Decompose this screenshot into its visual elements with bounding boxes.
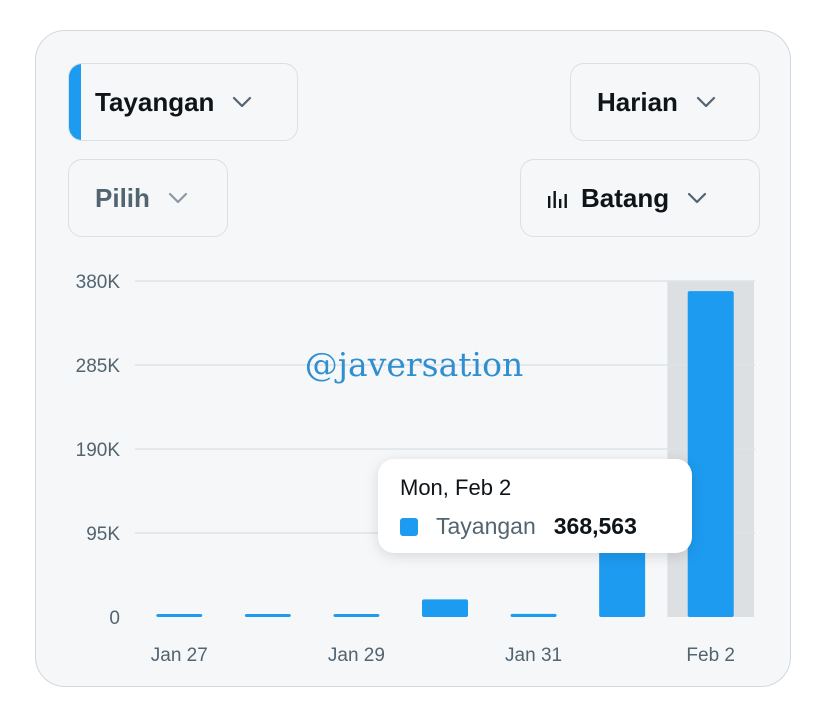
bar[interactable] xyxy=(244,614,291,617)
bar[interactable] xyxy=(510,613,557,617)
bar[interactable] xyxy=(156,614,203,617)
chart-tooltip: Mon, Feb 2 Tayangan 368,563 xyxy=(378,459,692,553)
x-tick-label: Feb 2 xyxy=(686,645,735,666)
legend-swatch xyxy=(400,517,418,536)
tooltip-value: 368,563 xyxy=(553,513,637,539)
bar[interactable] xyxy=(422,599,468,617)
x-tick-label: Jan 29 xyxy=(328,645,385,666)
chevron-down-icon xyxy=(168,192,188,204)
x-tick-label: Jan 27 xyxy=(151,645,208,666)
tooltip-date: Mon, Feb 2 xyxy=(400,475,512,500)
metric-dropdown-label: Tayangan xyxy=(95,86,215,117)
tooltip-row: Tayangan 368,563 xyxy=(400,513,692,540)
chart-type-dropdown[interactable]: Batang xyxy=(520,159,760,237)
metric-dropdown[interactable]: Tayangan xyxy=(68,63,298,141)
y-tick-label: 190K xyxy=(76,440,121,461)
chart-type-dropdown-label: Batang xyxy=(581,182,670,213)
chevron-down-icon xyxy=(688,192,707,204)
chevron-down-icon xyxy=(696,96,716,108)
filter-dropdown-label: Pilih xyxy=(95,182,150,213)
x-tick-label: Jan 31 xyxy=(505,645,562,666)
interval-dropdown-label: Harian xyxy=(597,86,678,117)
y-tick-label: 285K xyxy=(76,356,121,377)
bar[interactable] xyxy=(333,614,380,617)
y-tick-label: 380K xyxy=(76,272,121,293)
bar-chart-icon xyxy=(548,191,567,208)
y-tick-label: 95K xyxy=(86,524,120,545)
filter-dropdown[interactable]: Pilih xyxy=(68,159,228,237)
y-tick-label: 0 xyxy=(109,608,120,629)
watermark: @javersation xyxy=(305,345,523,384)
bar[interactable] xyxy=(687,291,734,617)
interval-dropdown[interactable]: Harian xyxy=(570,63,760,141)
chevron-down-icon xyxy=(233,96,252,108)
tooltip-series-name: Tayangan xyxy=(436,513,536,539)
metric-accent-bar xyxy=(69,64,81,140)
